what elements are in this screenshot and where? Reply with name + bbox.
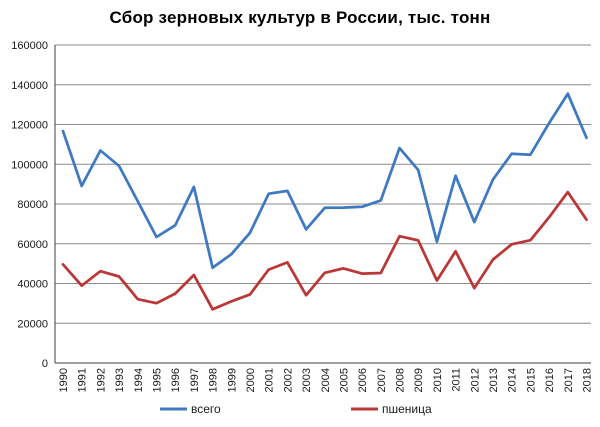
y-axis-tick-label: 140000 — [11, 80, 48, 92]
x-axis-tick-label: 1999 — [226, 368, 238, 392]
x-axis-tick-label: 1993 — [114, 368, 126, 392]
x-axis-tick-label: 2015 — [525, 368, 537, 392]
x-axis-tick-label: 2004 — [320, 368, 332, 392]
x-axis-tick-label: 2013 — [488, 368, 500, 392]
x-axis-tick-label: 1994 — [133, 368, 145, 392]
y-axis-labels: 0 20000 40000 60000 80000 100000 120000 140000 1… — [11, 40, 48, 370]
x-axis-tick-label: 2005 — [338, 368, 350, 392]
x-axis-labels: 1990 1991 1992 1993 1994 1995 1996 1997 1998 1999… — [58, 368, 594, 392]
series-line-total — [61, 92, 588, 270]
x-axis-tick-label: 1998 — [208, 368, 220, 392]
y-axis-tick-label: 120000 — [11, 120, 48, 132]
x-axis-tick-label: 2012 — [469, 368, 481, 392]
x-axis-tick-label: 1996 — [170, 368, 182, 392]
x-axis-tick-label: 2018 — [582, 368, 594, 392]
x-axis-tick-label: 2003 — [301, 368, 313, 392]
gridlines — [55, 44, 591, 324]
y-axis-tick-label: 20000 — [17, 318, 48, 330]
x-axis-tick-label: 2001 — [264, 368, 276, 392]
x-axis-tick-label: 2008 — [395, 368, 407, 392]
chart-title: Сбор зерновых культур в России, тыс. тон… — [109, 8, 491, 27]
x-axis-tick-label: 2017 — [563, 368, 575, 392]
x-axis-tick-label: 2014 — [507, 368, 519, 392]
x-axis-tick-label: 2007 — [376, 368, 388, 392]
x-axis-tick-label: 2016 — [544, 368, 556, 392]
y-axis-tick-label: 80000 — [17, 199, 48, 211]
x-axis-tick-label: 2002 — [282, 368, 294, 392]
y-axis-tick-label: 60000 — [17, 239, 48, 251]
x-axis-tick-label: 1995 — [152, 368, 164, 392]
y-axis-tick-label: 0 — [42, 358, 48, 370]
legend-label-total: всего — [191, 402, 221, 416]
x-axis-tick-label: 2000 — [245, 368, 257, 392]
y-axis-tick-label: 40000 — [17, 279, 48, 291]
x-axis-tick-label: 1990 — [58, 368, 70, 392]
y-axis-tick-label: 160000 — [11, 40, 48, 52]
legend: всего пшеница — [160, 402, 432, 416]
x-axis-tick-label: 1997 — [189, 368, 201, 392]
series-lines — [61, 92, 588, 311]
x-axis-tick-label: 2009 — [413, 368, 425, 392]
x-axis-tick-label: 1991 — [77, 368, 89, 392]
x-axis-tick-label: 1992 — [95, 368, 107, 392]
legend-label-wheat: пшеница — [382, 402, 432, 416]
x-axis-tick-label: 2010 — [432, 368, 444, 392]
x-axis-tick-label: 2011 — [451, 368, 463, 392]
x-axis-tick-label: 2006 — [357, 368, 369, 392]
y-axis-tick-label: 100000 — [11, 159, 48, 171]
series-line-wheat — [61, 190, 588, 311]
